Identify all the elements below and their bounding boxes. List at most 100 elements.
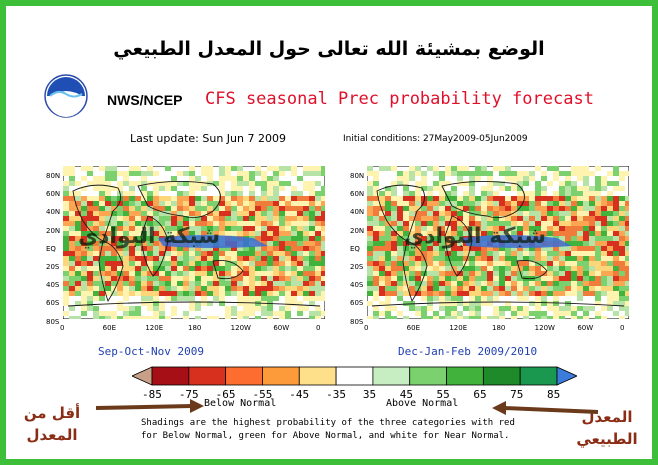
field-cell [547,206,553,211]
field-cell [397,221,403,226]
field-cell [225,196,231,201]
field-cell [367,276,373,281]
field-cell [285,256,291,261]
field-cell [469,176,475,181]
field-cell [117,226,123,231]
field-cell [105,171,111,176]
field-cell [99,246,105,251]
field-cell [303,226,309,231]
field-cell [87,216,93,221]
field-cell [613,181,619,186]
field-cell [577,316,583,319]
field-cell [433,226,439,231]
field-cell [529,196,535,201]
field-cell [99,186,105,191]
field-cell [373,266,379,271]
field-cell [535,201,541,206]
field-cell [607,196,613,201]
field-cell [87,271,93,276]
lat-label: 20S [350,263,364,271]
colorbar-segment [482,366,521,386]
field-cell [291,291,297,296]
field-cell [141,171,147,176]
field-cell [213,206,219,211]
field-cell [165,166,171,171]
field-cell [159,186,165,191]
field-cell [517,226,523,231]
field-cell [243,266,249,271]
field-cell [571,316,577,319]
field-cell [529,281,535,286]
field-cell [451,301,457,306]
field-cell [195,256,201,261]
field-cell [607,256,613,261]
field-cell [577,221,583,226]
field-cell [469,186,475,191]
field-cell [541,286,547,291]
field-cell [397,236,403,241]
field-cell [267,316,273,319]
field-cell [613,246,619,251]
field-cell [487,291,493,296]
field-cell [129,246,135,251]
field-cell [505,246,511,251]
field-cell [321,231,325,236]
field-cell [63,241,69,246]
field-cell [613,211,619,216]
field-cell [463,271,469,276]
field-cell [427,246,433,251]
field-cell [153,301,159,306]
field-cell [427,266,433,271]
field-cell [225,211,231,216]
field-cell [273,191,279,196]
field-cell [391,191,397,196]
field-cell [415,251,421,256]
field-cell [457,171,463,176]
field-cell [619,266,625,271]
field-cell [487,286,493,291]
field-cell [195,221,201,226]
field-cell [457,316,463,319]
field-cell [117,211,123,216]
field-cell [451,261,457,266]
field-cell [565,236,571,241]
field-cell [117,171,123,176]
field-cell [367,186,373,191]
field-cell [607,286,613,291]
field-cell [303,171,309,176]
field-cell [123,316,129,319]
field-cell [105,281,111,286]
field-cell [583,306,589,311]
field-cell [213,261,219,266]
field-cell [601,266,607,271]
field-cell [499,316,505,319]
field-cell [583,291,589,296]
field-cell [153,311,159,316]
field-cell [613,171,619,176]
field-cell [279,286,285,291]
field-cell [213,296,219,301]
field-cell [607,226,613,231]
field-cell [207,256,213,261]
field-cell [445,236,451,241]
field-cell [183,216,189,221]
field-cell [117,201,123,206]
field-cell [625,256,629,261]
field-cell [595,271,601,276]
field-cell [451,191,457,196]
field-cell [237,226,243,231]
field-cell [601,246,607,251]
colorbar-segment [225,366,263,386]
field-cell [195,206,201,211]
field-cell [285,306,291,311]
field-cell [225,221,231,226]
field-cell [315,226,321,231]
field-cell [619,201,625,206]
field-cell [105,216,111,221]
field-cell [541,316,547,319]
field-cell [243,276,249,281]
field-cell [439,276,445,281]
field-cell [315,236,321,241]
field-cell [249,306,255,311]
field-cell [583,186,589,191]
